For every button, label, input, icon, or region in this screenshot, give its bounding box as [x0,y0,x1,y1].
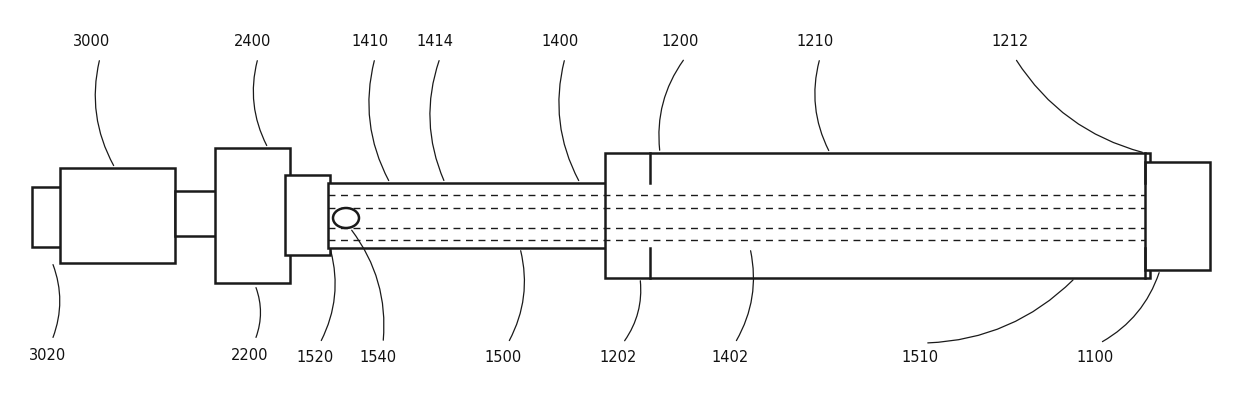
Bar [215,148,290,283]
Text: 3000: 3000 [73,35,110,49]
Text: 1100: 1100 [1076,350,1114,366]
Bar [32,187,62,247]
Text: 1202: 1202 [599,350,636,366]
Text: 1410: 1410 [351,35,388,49]
Text: 1414: 1414 [417,35,454,49]
Text: 1400: 1400 [542,35,579,49]
Text: 1510: 1510 [901,350,939,366]
Text: 1500: 1500 [485,350,522,366]
Text: 1540: 1540 [360,350,397,366]
Text: 1520: 1520 [296,350,334,366]
Ellipse shape [334,208,360,228]
Text: 1402: 1402 [712,350,749,366]
Text: 2200: 2200 [231,348,269,362]
Bar [1145,162,1210,270]
Bar [605,153,1149,278]
Text: 2400: 2400 [234,35,272,49]
Text: 3020: 3020 [30,348,67,362]
Bar [329,183,937,248]
Text: 1200: 1200 [661,35,698,49]
Text: 1210: 1210 [796,35,833,49]
Bar [60,168,175,263]
Bar [285,175,330,255]
Text: 1212: 1212 [991,35,1029,49]
Bar [175,191,219,236]
